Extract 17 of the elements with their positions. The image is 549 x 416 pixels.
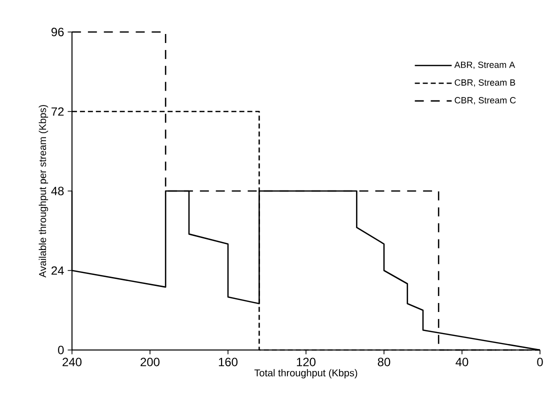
x-tick-label: 0	[537, 358, 543, 366]
x-tick-label: 240	[62, 358, 82, 366]
y-tick-label: 0	[58, 346, 64, 354]
x-tick-label: 40	[456, 358, 468, 366]
y-tick-label: 48	[51, 186, 64, 196]
x-tick-label: 80	[378, 358, 390, 366]
y-tick-label: 72	[52, 107, 64, 116]
x-tick-label: 120	[296, 358, 316, 366]
x-axis-title: Total throughput (Kbps)	[254, 369, 358, 378]
legend-label: ABR, Stream A	[454, 62, 516, 70]
x-tick-label: 200	[140, 358, 160, 366]
legend-label: CBR, Stream B	[454, 79, 516, 87]
x-tick-label: 160	[218, 358, 238, 366]
legend-label: CBR, Stream C	[454, 97, 516, 104]
y-tick-label: 96	[51, 28, 64, 36]
y-axis-title: Available throughput per stream (Kbps)	[38, 105, 48, 278]
y-tick-label: 24	[52, 266, 64, 275]
